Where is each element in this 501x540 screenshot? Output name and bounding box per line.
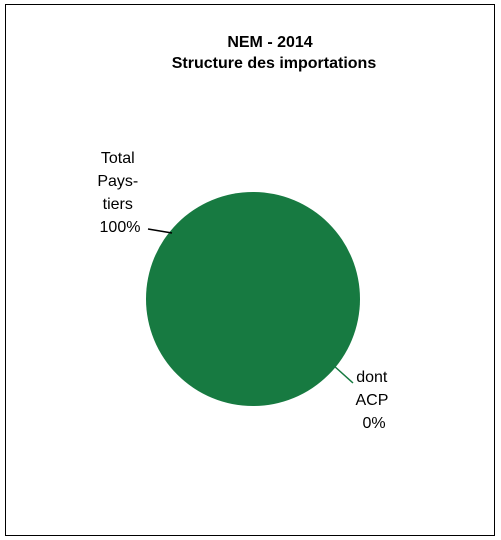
chart-title-line-2: Structure des importations [172, 55, 377, 72]
slice-label-line: Total [101, 150, 135, 167]
slice-label-line: 0% [362, 415, 385, 432]
slice-label-line: dont [356, 369, 388, 386]
slice-label-line: tiers [103, 196, 133, 213]
slice-label-total-pays-tiers: Total Pays- tiers 100% [97, 150, 142, 236]
slice-label-line: ACP [355, 392, 388, 409]
pie-slices [146, 192, 360, 406]
slice-label-line: 100% [100, 219, 141, 236]
leader-line-total-pays-tiers [147, 228, 173, 234]
slice-label-line: Pays- [97, 173, 138, 190]
leader-line-dont-acp [332, 364, 354, 384]
slice-label-dont-acp: dont ACP 0% [355, 369, 392, 432]
chart-title-line-1: NEM - 2014 [227, 34, 312, 51]
